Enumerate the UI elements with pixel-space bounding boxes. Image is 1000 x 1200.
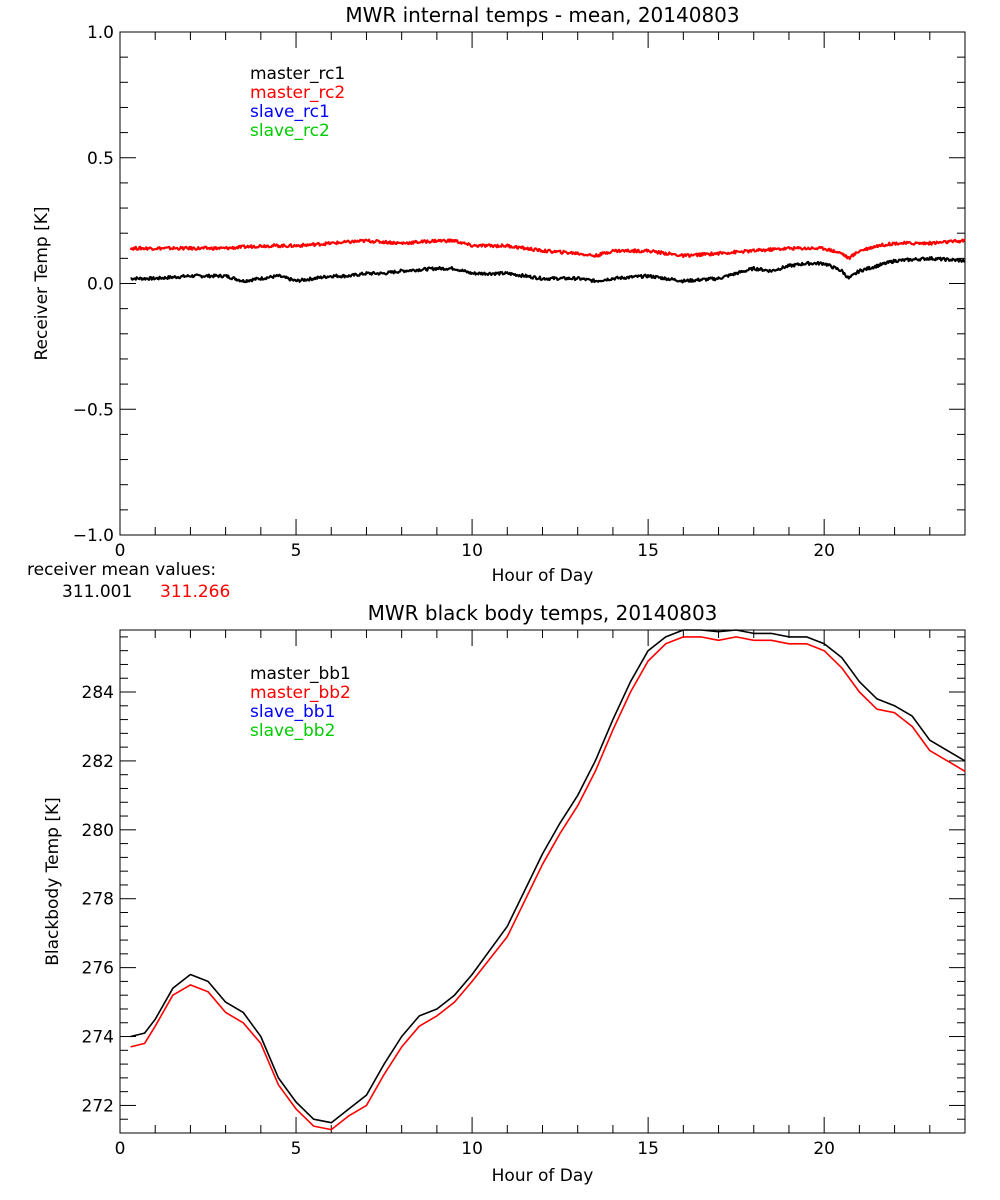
chart1-y-tick-label: 0.5 (87, 149, 114, 169)
chart2-y-tick-label: 278 (82, 890, 114, 910)
chart1-legend-master_rc2: master_rc2 (250, 83, 345, 103)
chart2-title: MWR black body temps, 20140803 (368, 601, 718, 625)
chart1-x-axis-label: Hour of Day (492, 566, 594, 586)
chart2-y-tick-label: 284 (82, 683, 114, 703)
chart1-y-tick-label: 0.0 (87, 275, 114, 295)
chart2-y-tick-label: 276 (82, 959, 114, 979)
chart1-y-axis-label: Receiver Temp [K] (32, 206, 52, 360)
chart1-plot-frame (119, 31, 966, 536)
receiver-mean-value-rc1: 311.001 (62, 582, 133, 602)
chart2-x-tick-label: 15 (637, 1139, 659, 1159)
chart1-y-tick-label: −0.5 (73, 400, 114, 420)
chart1-legend-slave_rc1: slave_rc1 (250, 102, 330, 122)
chart2-y-tick-label: 274 (82, 1028, 114, 1048)
chart1-x-tick-label: 10 (461, 541, 483, 561)
chart2-y-axis-label: Blackbody Temp [K] (43, 797, 63, 966)
chart2-y-tick-label: 282 (82, 752, 114, 772)
chart1-legend-slave_rc2: slave_rc2 (250, 121, 330, 141)
chart1-title: MWR internal temps - mean, 20140803 (345, 3, 739, 27)
chart2-x-tick-label: 20 (813, 1139, 835, 1159)
chart1-series-master_rc1 (130, 256, 966, 284)
chart1-y-tick-label: 1.0 (87, 23, 114, 43)
chart1-x-tick-label: 20 (813, 541, 835, 561)
chart2-x-tick-label: 5 (291, 1139, 302, 1159)
chart2-x-axis-label: Hour of Day (492, 1166, 594, 1186)
chart1-y-tick-label: −1.0 (73, 526, 114, 546)
receiver-mean-label: receiver mean values: (27, 560, 217, 580)
chart2-plot-frame (119, 629, 966, 1134)
chart2-legend-slave_bb1: slave_bb1 (250, 702, 335, 722)
chart2-legend-master_bb2: master_bb2 (250, 683, 351, 703)
chart2-x-tick-label: 0 (115, 1139, 126, 1159)
chart2-x-tick-label: 10 (461, 1139, 483, 1159)
chart1-x-tick-label: 15 (637, 541, 659, 561)
chart2-y-tick-label: 280 (82, 821, 114, 841)
chart2-legend-master_bb1: master_bb1 (250, 664, 351, 684)
receiver-mean-value-rc2: 311.266 (160, 582, 231, 602)
chart2-legend-slave_bb2: slave_bb2 (250, 721, 335, 741)
chart1-x-tick-label: 0 (115, 541, 126, 561)
chart1-series-master_rc2 (129, 238, 966, 261)
chart2-y-tick-label: 272 (82, 1096, 114, 1116)
chart1-x-tick-label: 5 (291, 541, 302, 561)
chart2-series-master_bb1 (130, 629, 966, 1124)
chart2-series-master_bb2 (130, 636, 966, 1131)
chart1-legend-master_rc1: master_rc1 (250, 64, 345, 84)
